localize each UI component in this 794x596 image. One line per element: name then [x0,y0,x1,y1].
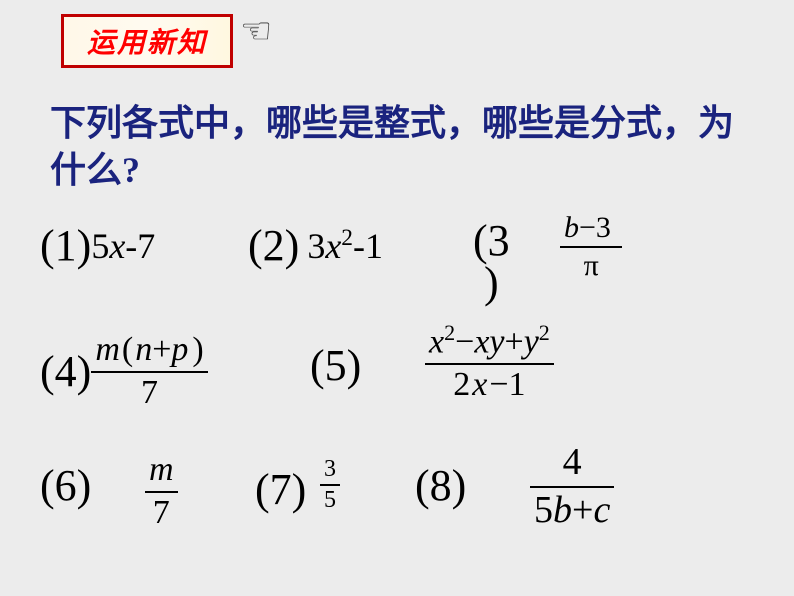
item-8-expression: 4 5b+c [530,440,614,533]
fraction: m(n+p) 7 [91,330,207,414]
fraction: m 7 [145,450,178,534]
item-1: (1) 5x-7 [40,220,155,271]
item-number: (3 ) [473,220,510,304]
title-box: 运用新知 [61,14,233,68]
item-2: (2) 3x2-1 [248,220,383,271]
item-number: (6) [40,460,91,511]
item-number: (7) [255,464,306,515]
item-number: (2) [248,220,299,271]
title-text: 运用新知 [87,21,207,61]
fraction: b−3 π [560,210,622,284]
item-number: (5) [310,340,361,391]
question-text: 下列各式中，哪些是整式，哪些是分式，为什么? [50,100,750,194]
item-6-number: (6) [40,460,91,511]
item-5-expression: x2−xy+y2 2x−1 [425,320,554,406]
fraction: 3 5 [320,455,340,515]
item-7-expression: 3 5 [320,455,340,515]
item-6-expression: m 7 [145,450,178,534]
item-5-number: (5) [310,340,361,391]
expression-list: (1) 5x-7 (2) 3x2-1 (3 ) b−3 π (4) m(n+p) [30,200,770,596]
pointing-hand-icon: ☜ [240,10,272,52]
item-number: (4) [40,346,91,397]
expression-1: 5x-7 [91,225,155,267]
fraction: 4 5b+c [530,440,614,533]
item-3-expression: b−3 π [560,210,622,284]
item-number: (1) [40,220,91,271]
item-4: (4) m(n+p) 7 [40,330,208,414]
item-8-number: (8) [415,460,466,511]
item-3-number: (3 ) [473,220,510,304]
item-number: (8) [415,460,466,511]
expression-2: 3x2-1 [307,225,383,267]
item-7-number: (7) [255,464,306,515]
fraction: x2−xy+y2 2x−1 [425,320,554,406]
